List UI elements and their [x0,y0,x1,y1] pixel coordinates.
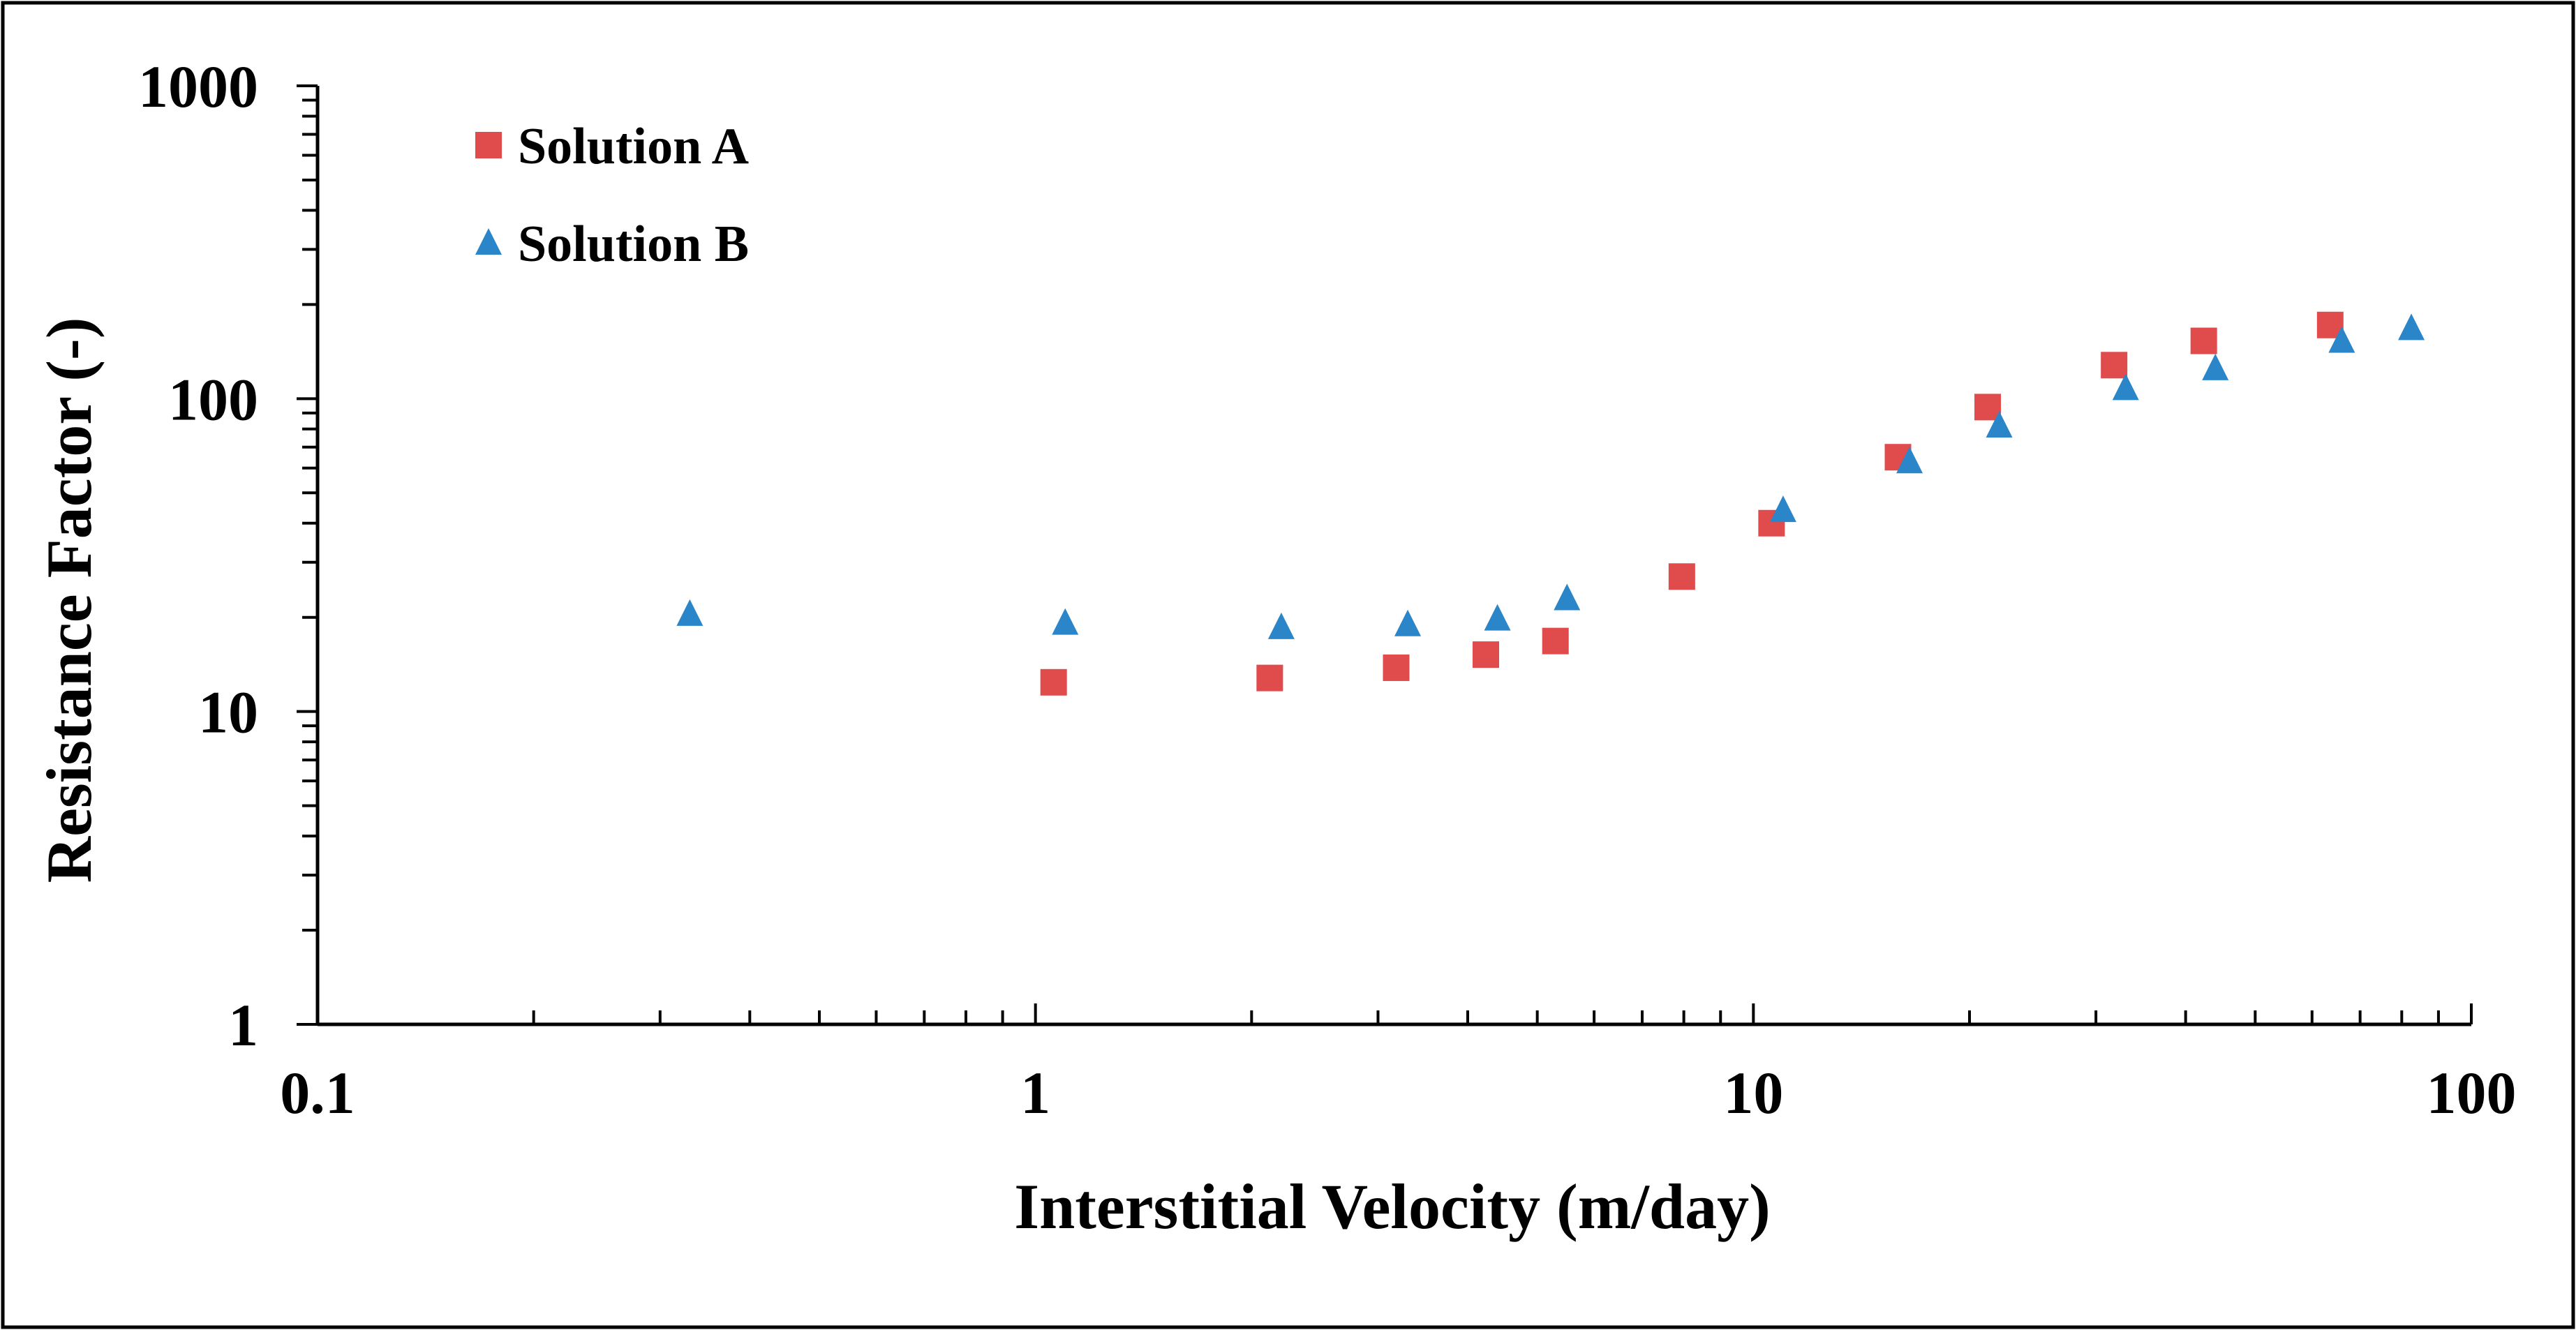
x-tick-label: 10 [1723,1059,1783,1126]
y-axis-title: Resistance Factor (-) [33,317,105,883]
square-marker [1974,394,2002,421]
y-tick-label: 1000 [138,53,258,120]
y-tick-label: 1 [228,992,258,1059]
square-marker [1383,654,1410,681]
legend-label: Solution A [518,118,749,175]
square-marker [1040,668,1067,696]
triangle-marker [1484,604,1511,631]
x-axis-title: Interstitial Velocity (m/day) [1014,1171,1770,1242]
y-tick-label: 100 [168,366,258,433]
triangle-marker [676,599,703,626]
triangle-marker [1986,410,2013,438]
legend-label: Solution B [518,216,749,273]
y-axis: 1 10 100 1000 [138,53,320,1059]
square-marker [2101,352,2128,379]
triangle-marker [1394,609,1422,636]
triangle-marker [1769,495,1796,523]
square-marker [2190,327,2217,354]
series-solution-a [1040,311,2344,696]
triangle-marker [1052,608,1079,635]
x-tick-label: 1 [1020,1059,1050,1126]
triangle-marker [1267,612,1295,639]
x-axis: 0.1 1 10 100 [280,1003,2517,1126]
x-tick-label: 100 [2427,1059,2517,1126]
y-tick-label: 10 [198,679,258,746]
square-marker [1256,664,1283,692]
square-marker [1473,641,1500,668]
legend-marker [475,228,502,255]
square-marker [1542,627,1569,655]
x-tick-label: 0.1 [280,1059,355,1126]
triangle-marker [2202,353,2229,380]
plot-markers [676,311,2425,696]
triangle-marker [2328,326,2355,353]
legend-marker [475,132,502,158]
triangle-marker [2398,313,2425,341]
triangle-marker [2112,373,2139,401]
legend: Solution A Solution B [475,118,749,273]
triangle-marker [1896,447,1923,474]
square-marker [1668,563,1695,590]
series-solution-b [676,313,2425,639]
triangle-marker [1554,583,1581,611]
